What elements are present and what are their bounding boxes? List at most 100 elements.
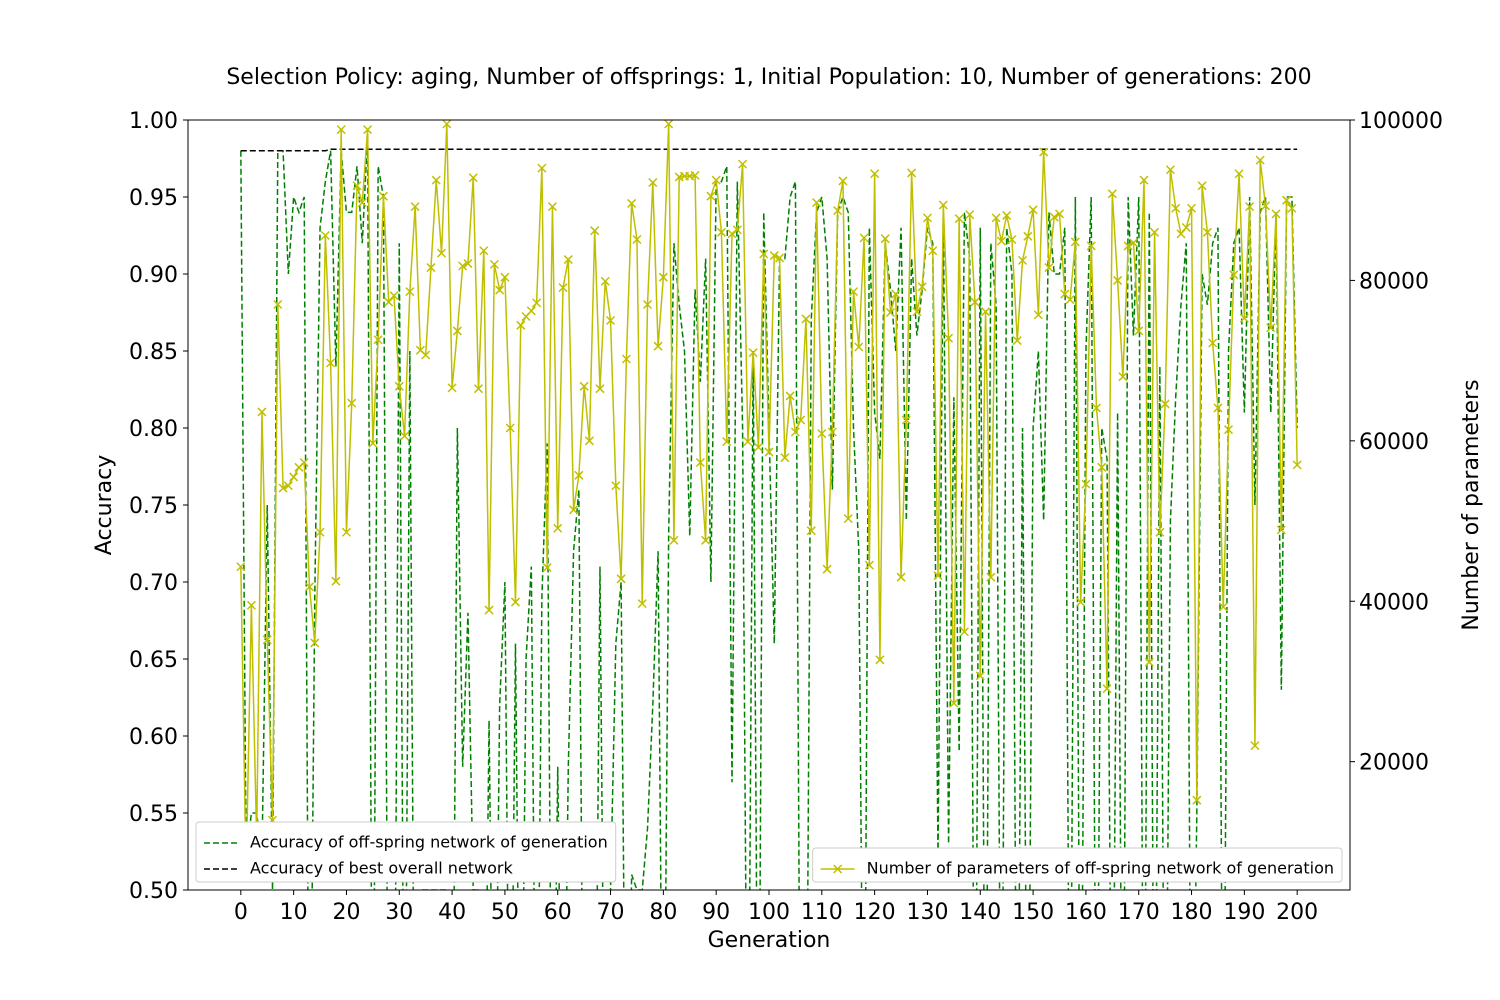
y2-tick-label: 20000 (1359, 751, 1429, 776)
marker (1234, 169, 1244, 179)
marker (473, 384, 484, 394)
x-tick-label: 150 (1012, 900, 1054, 925)
marker (975, 671, 985, 681)
y2-axis-label: Number of parameters (1459, 379, 1484, 630)
marker (315, 527, 325, 537)
y2-tick-label: 60000 (1359, 430, 1429, 455)
y-tick-label: 0.50 (129, 879, 178, 904)
marker (648, 178, 658, 188)
marker (1245, 202, 1255, 212)
marker (690, 170, 700, 180)
marker (436, 248, 447, 258)
marker (1292, 460, 1302, 470)
marker (658, 272, 668, 282)
x-tick-label: 200 (1276, 900, 1318, 925)
marker (236, 562, 246, 572)
marker (822, 564, 832, 574)
y-tick-label: 0.95 (129, 186, 178, 211)
marker (368, 438, 378, 448)
marker (743, 437, 753, 447)
marker (664, 120, 674, 129)
marker (759, 249, 769, 259)
marker (331, 576, 341, 586)
marker (1271, 209, 1281, 219)
marker (949, 698, 959, 708)
marker (864, 560, 874, 570)
marker (1086, 241, 1096, 251)
x-tick-label: 40 (438, 900, 466, 925)
marker (790, 427, 800, 437)
marker (817, 429, 827, 439)
marker (278, 483, 288, 493)
y-tick-label: 1.00 (129, 109, 178, 134)
marker (537, 163, 547, 173)
marker (458, 261, 468, 271)
marker (1113, 275, 1123, 285)
marker (922, 213, 932, 223)
marker (326, 358, 336, 368)
marker (442, 120, 452, 129)
marker (1176, 229, 1186, 239)
marker (378, 191, 388, 201)
marker (1097, 462, 1107, 472)
marker (1187, 203, 1197, 213)
marker (1192, 795, 1202, 805)
marker (722, 437, 732, 447)
marker (357, 198, 367, 208)
marker (1150, 227, 1160, 237)
x-tick-label: 180 (1171, 900, 1213, 925)
marker (796, 415, 806, 425)
marker (569, 505, 579, 515)
y2-tick-label: 80000 (1359, 269, 1429, 294)
marker (917, 282, 927, 292)
marker (1239, 313, 1249, 323)
marker (347, 398, 357, 408)
marker (600, 276, 610, 286)
marker (1028, 205, 1038, 215)
marker (320, 230, 330, 241)
plot-frame (187, 119, 1351, 891)
marker (780, 453, 790, 463)
x-tick-label: 140 (959, 900, 1001, 925)
x-tick-label: 120 (854, 900, 896, 925)
marker (812, 198, 822, 208)
marker (1012, 336, 1022, 346)
x-tick-label: 130 (906, 900, 948, 925)
marker (716, 227, 726, 237)
marker (738, 159, 748, 169)
marker (1155, 527, 1165, 537)
legend-label: Accuracy of off-spring network of genera… (250, 833, 608, 852)
marker (1266, 323, 1276, 333)
marker (352, 181, 362, 191)
marker (547, 202, 557, 212)
x-tick-label: 100 (748, 900, 790, 925)
marker (1260, 201, 1271, 211)
marker (558, 283, 568, 293)
x-tick-label: 170 (1118, 900, 1160, 925)
marker (991, 213, 1001, 223)
marker (505, 423, 515, 433)
marker (981, 307, 991, 317)
marker (1197, 181, 1207, 191)
marker (495, 285, 505, 295)
marker (642, 299, 653, 310)
marker (363, 125, 373, 135)
marker (1044, 263, 1054, 273)
marker (1276, 525, 1286, 535)
marker (1017, 255, 1028, 265)
marker (854, 342, 864, 352)
marker (1128, 238, 1138, 248)
marker (1123, 241, 1133, 251)
marker (669, 535, 679, 545)
marker (637, 599, 647, 609)
marker (827, 427, 837, 437)
x-tick-label: 70 (597, 900, 625, 925)
marker (579, 381, 589, 391)
marker (447, 383, 457, 393)
plot-area (236, 120, 1302, 890)
marker (616, 574, 626, 584)
marker (1081, 479, 1091, 489)
marker (1007, 234, 1017, 245)
legend-box (812, 847, 1343, 883)
marker (1002, 210, 1012, 220)
